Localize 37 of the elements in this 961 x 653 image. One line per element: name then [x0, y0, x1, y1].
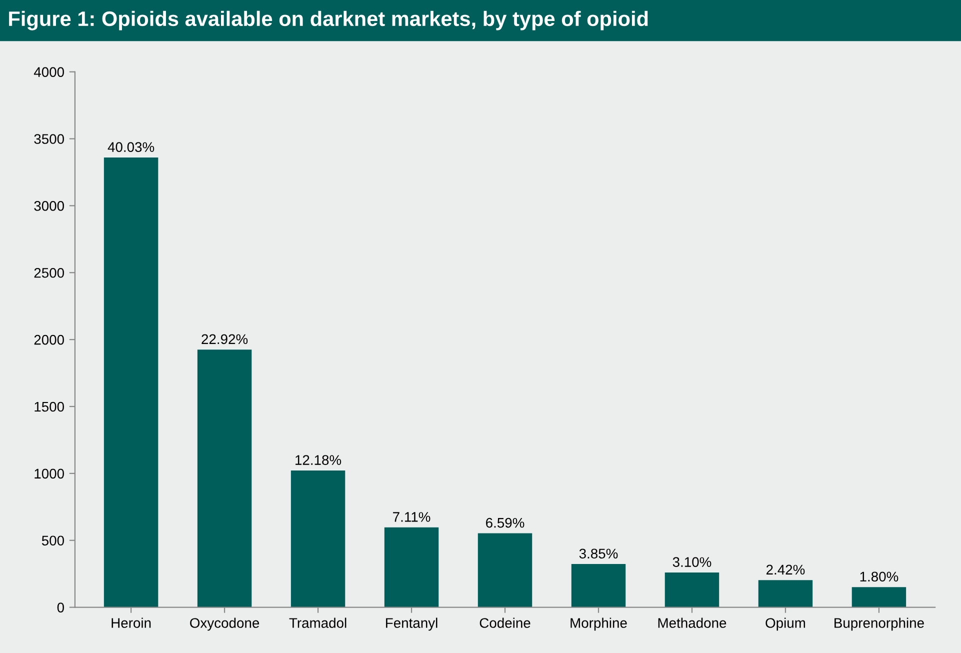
bar: [758, 580, 813, 608]
annotation: 12.18%: [296, 455, 342, 465]
y-tick-label: 4000: [34, 67, 64, 77]
bar: [478, 533, 532, 608]
annotation: 7.11%: [393, 512, 430, 522]
annotation: 1.80%: [860, 572, 898, 582]
x-tick-label: Fentanyl: [386, 618, 438, 631]
bar: [852, 587, 906, 608]
y-tick-label: 2500: [34, 268, 64, 278]
y-tick-label: 0: [57, 602, 64, 612]
y-tick-label: 500: [42, 536, 64, 546]
annotation: 3.10%: [672, 557, 712, 567]
x-tick-label: Oxycodone: [190, 618, 260, 631]
annotation: 22.92%: [202, 334, 248, 344]
bar: [197, 350, 252, 608]
chart-title: Figure 1: Opioids available on darknet markets, by type of opioid: [9, 10, 648, 30]
x-tick-label: Heroin: [112, 618, 151, 628]
y-tick-label: 2000: [34, 334, 64, 345]
y-tick-label: 3000: [34, 201, 64, 211]
bar: [664, 572, 720, 608]
bar: [384, 527, 439, 608]
bar: [104, 158, 158, 608]
x-tick-label: Tramadol: [289, 618, 346, 628]
annotation: 3.85%: [579, 548, 618, 559]
x-tick-label: Buprenorphine: [834, 618, 924, 631]
x-tick-label: Codeine: [480, 618, 530, 628]
bar: [290, 470, 346, 608]
x-tick-label: Opium: [766, 618, 806, 631]
y-tick-label: 3500: [34, 134, 64, 144]
bar: [571, 564, 626, 608]
annotation: 40.03%: [108, 142, 154, 152]
y-tick-label: 1000: [34, 468, 64, 479]
annotation: 6.59%: [486, 518, 524, 528]
x-tick-label: Morphine: [570, 618, 627, 631]
y-tick-label: 1500: [34, 402, 64, 412]
annotation: 2.42%: [766, 564, 805, 575]
x-tick-label: Methadone: [658, 618, 726, 628]
